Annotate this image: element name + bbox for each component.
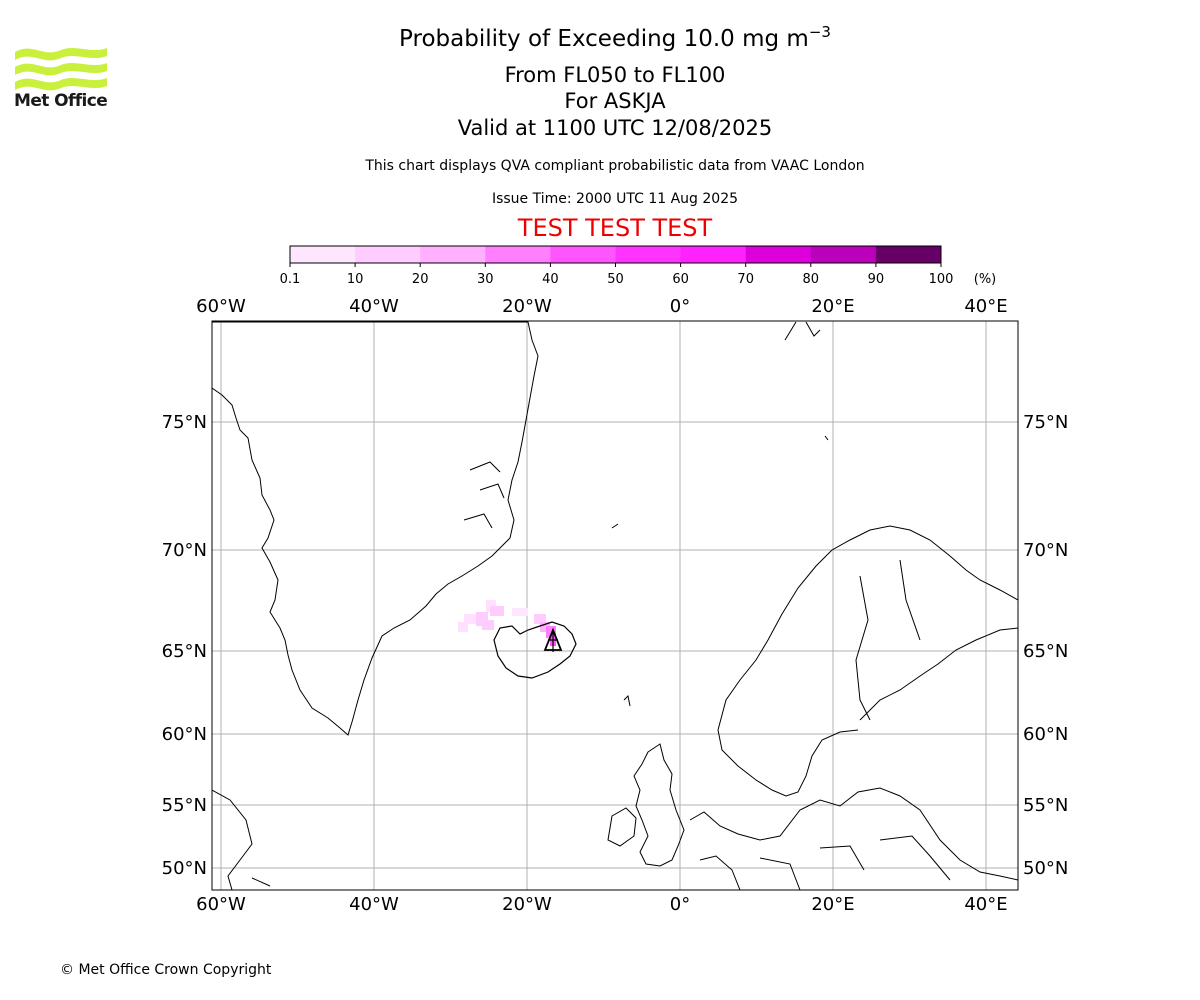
longitude-label: 40°E xyxy=(964,894,1007,915)
longitude-label: 20°W xyxy=(502,296,552,317)
longitude-label: 40°W xyxy=(349,296,399,317)
colorbar-segment xyxy=(810,246,877,263)
colorbar-segment xyxy=(355,246,421,263)
colorbar-segment xyxy=(680,246,747,263)
map-frame xyxy=(211,320,1019,891)
longitude-label: 20°E xyxy=(811,296,854,317)
met-office-logo-icon xyxy=(15,48,107,91)
colorbar: 0.1 10 20 30 40 50 60 70 80 90 100 (%) xyxy=(280,245,997,287)
latitude-label: 60°N xyxy=(1023,724,1068,745)
colorbar-tick-label: 10 xyxy=(347,272,364,287)
colorbar-segment xyxy=(485,246,551,263)
colorbar-tick-label: 40 xyxy=(542,272,559,287)
latitude-label: 55°N xyxy=(162,795,207,816)
longitude-label: 0° xyxy=(670,894,690,915)
map-axis-labels: 60°W 60°W 40°W 40°W 20°W 20°W 0° 0° 20°E 20°E 40°E… xyxy=(162,296,1069,915)
colorbar-tick-label: 90 xyxy=(868,272,885,287)
valid-time: Valid at 1100 UTC 12/08/2025 xyxy=(457,116,773,140)
colorbar-tick-label: 100 xyxy=(929,272,954,287)
latitude-label: 75°N xyxy=(1023,412,1068,433)
issue-time: Issue Time: 2000 UTC 11 Aug 2025 xyxy=(491,191,739,207)
colorbar-segment xyxy=(420,246,486,263)
colorbar-segment xyxy=(550,246,616,263)
copyright-text: © Met Office Crown Copyright xyxy=(60,962,272,978)
colorbar-segment xyxy=(745,246,812,263)
longitude-label: 40°E xyxy=(964,296,1007,317)
latitude-label: 65°N xyxy=(162,641,207,662)
longitude-label: 60°W xyxy=(196,296,246,317)
disclaimer-text: This chart displays QVA compliant probab… xyxy=(365,158,865,174)
latitude-label: 70°N xyxy=(162,540,207,561)
colorbar-segment xyxy=(875,246,942,263)
colorbar-tick-label: 60 xyxy=(672,272,689,287)
latitude-label: 65°N xyxy=(1023,641,1068,662)
volcano-name: For ASKJA xyxy=(564,89,666,113)
test-banner: TEST TEST TEST xyxy=(517,214,713,242)
latitude-label: 70°N xyxy=(1023,540,1068,561)
map-panel: 60°W 60°W 40°W 40°W 20°W 20°W 0° 0° 20°E 20°E 40°E… xyxy=(162,296,1069,915)
colorbar-tick-label: 70 xyxy=(737,272,754,287)
ash-probability-field xyxy=(458,600,556,646)
latitude-label: 55°N xyxy=(1023,795,1068,816)
volcano-triangle-icon xyxy=(543,627,563,652)
colorbar-tick-label: 20 xyxy=(412,272,429,287)
latitude-label: 50°N xyxy=(1023,858,1068,879)
longitude-label: 20°W xyxy=(502,894,552,915)
colorbar-tick-label: 0.1 xyxy=(280,272,301,287)
logo-text: Met Office xyxy=(14,91,108,111)
latitude-label: 60°N xyxy=(162,724,207,745)
longitude-label: 20°E xyxy=(811,894,854,915)
colorbar-segment xyxy=(615,246,682,263)
iceland-coastline xyxy=(493,621,577,679)
colorbar-unit: (%) xyxy=(974,272,997,287)
chart-title: Probability of Exceeding 10.0 mg m−3 xyxy=(0,23,1200,53)
longitude-label: 40°W xyxy=(349,894,399,915)
latitude-label: 75°N xyxy=(162,412,207,433)
longitude-label: 0° xyxy=(670,296,690,317)
colorbar-segment xyxy=(290,246,356,263)
longitude-label: 60°W xyxy=(196,894,246,915)
greenland-coastline xyxy=(212,321,539,736)
colorbar-tick-label: 30 xyxy=(477,272,494,287)
colorbar-tick-label: 50 xyxy=(607,272,624,287)
map-gridlines xyxy=(212,321,1018,890)
british-isles-coastline xyxy=(633,743,685,867)
chart-title-superscript: −3 xyxy=(808,23,831,41)
colorbar-tick-label: 80 xyxy=(803,272,820,287)
scandinavia-coastline xyxy=(717,525,1018,731)
latitude-label: 50°N xyxy=(162,858,207,879)
level-range: From FL050 to FL100 xyxy=(504,63,726,87)
chart-title-text: Probability of Exceeding 10.0 mg m xyxy=(399,26,809,52)
